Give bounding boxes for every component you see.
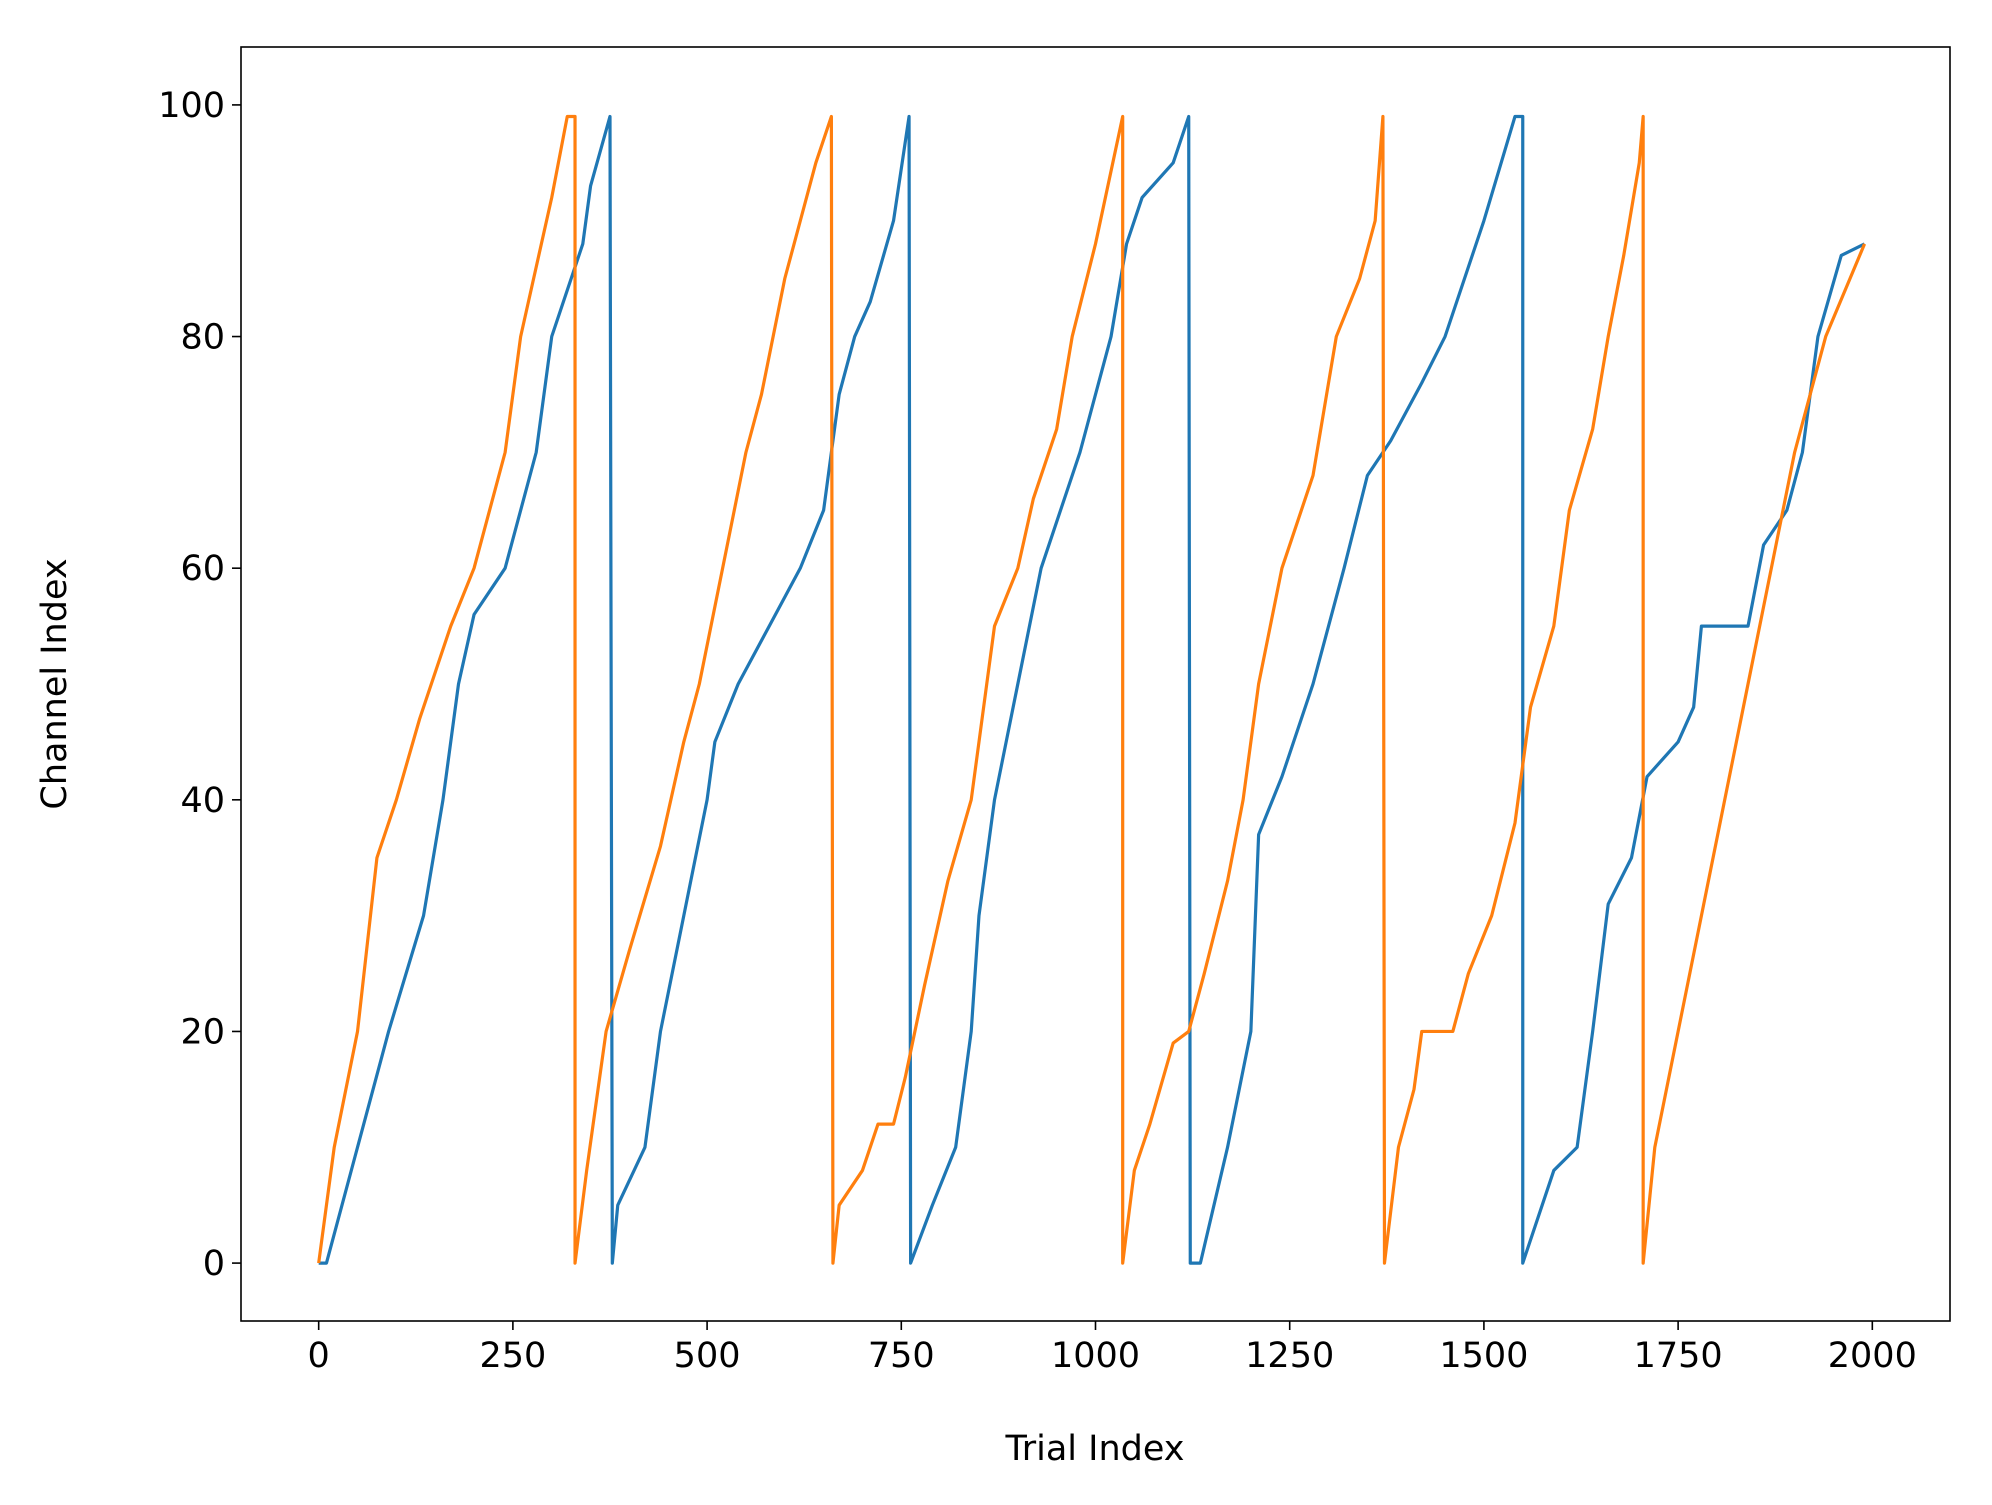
- y-tick-label: 60: [180, 549, 225, 589]
- y-tick-label: 80: [180, 318, 225, 358]
- y-tick-label: 0: [203, 1244, 225, 1284]
- x-tick-label: 1000: [1051, 1336, 1140, 1376]
- x-tick-label: 1750: [1634, 1336, 1723, 1376]
- x-tick-label: 750: [868, 1336, 935, 1376]
- y-axis-label: Channel Index: [35, 558, 75, 809]
- x-tick-label: 1250: [1245, 1336, 1334, 1376]
- x-tick-label: 0: [308, 1336, 330, 1376]
- line-series: [318, 114, 1866, 1265]
- y-tick-label: 20: [180, 1012, 225, 1052]
- line-series: [317, 114, 1867, 1265]
- x-tick-label: 500: [674, 1336, 741, 1376]
- x-tick-label: 250: [479, 1336, 546, 1376]
- x-axis-label: Trial Index: [1005, 1429, 1185, 1469]
- y-tick-label: 100: [158, 86, 225, 126]
- x-tick-label: 2000: [1828, 1336, 1917, 1376]
- x-tick-label: 1500: [1439, 1336, 1528, 1376]
- y-tick-label: 40: [180, 781, 225, 821]
- plot-frame: [240, 46, 1951, 1322]
